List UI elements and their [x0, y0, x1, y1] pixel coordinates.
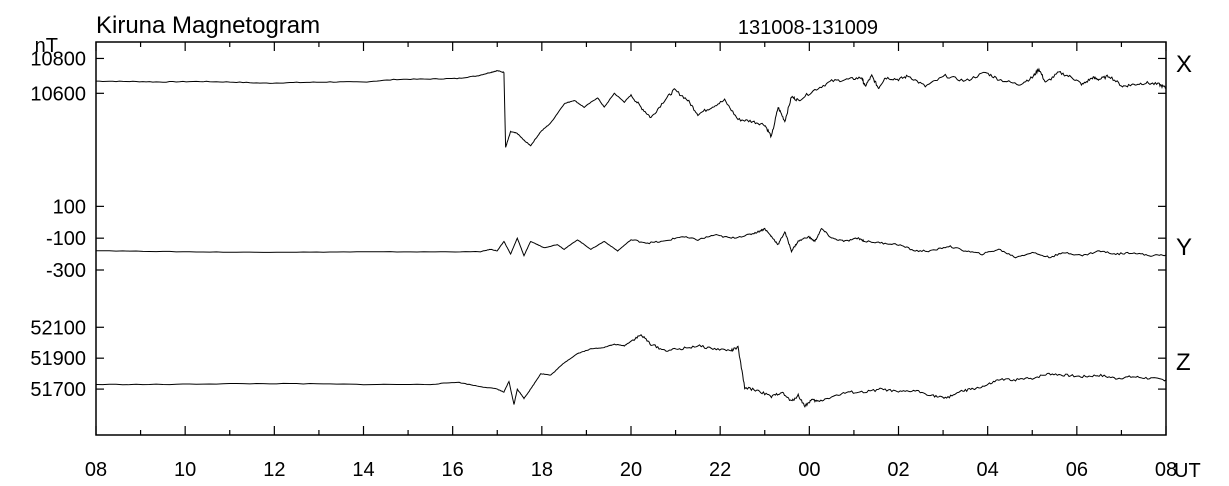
chart-title: Kiruna Magnetogram	[96, 12, 320, 39]
series-label-y: Y	[1176, 234, 1192, 261]
x-tick-label: 10	[174, 459, 196, 481]
x-tick-label: 08	[85, 459, 107, 481]
series-label-x: X	[1176, 51, 1192, 78]
y-tick-label: 52100	[30, 317, 86, 339]
x-axis-unit-label: UT	[1174, 460, 1201, 482]
series-line-z	[95, 334, 1167, 408]
series-lines	[95, 67, 1167, 408]
x-axis-ticks: 08 10 12 14 16 18 20 22 00 02 04 06 08	[85, 42, 1177, 481]
y-tick-label: -100	[46, 228, 86, 250]
unit-label: nT	[35, 35, 58, 57]
y-tick-label: 51900	[30, 348, 86, 370]
y-tick-label: -300	[46, 260, 86, 282]
x-tick-label: 04	[977, 459, 999, 481]
y-tick-label: 10600	[30, 83, 86, 105]
x-tick-label: 20	[620, 459, 642, 481]
x-tick-label: 12	[263, 459, 285, 481]
plot-frame	[95, 41, 1167, 436]
y-tick-label: 10800	[30, 48, 86, 70]
series-line-y	[95, 227, 1167, 259]
x-tick-label: 22	[709, 459, 731, 481]
series-line-x	[95, 67, 1167, 148]
x-tick-label: 08	[1155, 459, 1177, 481]
date-range-label: 131008-131009	[738, 17, 878, 39]
x-tick-label: 06	[1066, 459, 1088, 481]
x-tick-label: 16	[442, 459, 464, 481]
x-tick-label: 00	[798, 459, 820, 481]
x-tick-label: 18	[531, 459, 553, 481]
series-label-z: Z	[1176, 349, 1191, 376]
y-tick-label: 51700	[30, 379, 86, 401]
x-tick-label: 14	[352, 459, 374, 481]
y-tick-label: 100	[53, 196, 86, 218]
y-axis-ticks: 10800 10600 100 -100 -300 52100 51900 51700	[30, 48, 1166, 401]
x-tick-label: 02	[887, 459, 909, 481]
